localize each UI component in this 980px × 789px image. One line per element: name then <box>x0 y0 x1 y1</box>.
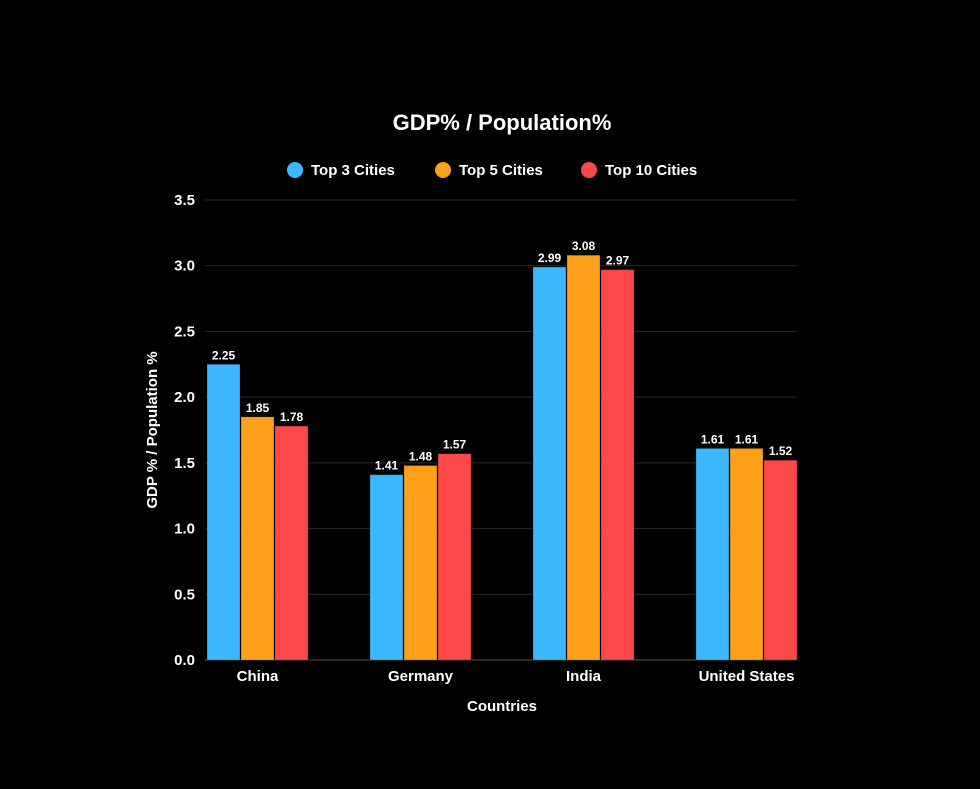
y-axis-label: GDP % / Population % <box>144 351 161 508</box>
legend-marker <box>287 162 303 178</box>
bar <box>695 447 730 661</box>
data-label: 2.97 <box>606 254 630 268</box>
legend-marker <box>435 162 451 178</box>
legend-label: Top 3 Cities <box>311 162 395 179</box>
x-tick-label: India <box>566 668 602 685</box>
y-tick-label: 0.5 <box>174 586 195 603</box>
bar <box>729 447 764 661</box>
bar <box>532 266 567 661</box>
data-label: 1.61 <box>701 432 725 446</box>
y-tick-label: 2.5 <box>174 323 195 340</box>
bar <box>274 425 309 661</box>
bar <box>206 363 241 661</box>
bar <box>403 464 438 661</box>
bar <box>600 269 635 661</box>
data-label: 3.08 <box>572 239 596 253</box>
y-tick-label: 3.5 <box>174 192 195 209</box>
chart-title: GDP% / Population% <box>393 110 612 135</box>
y-tick-label: 1.5 <box>174 455 195 472</box>
bar <box>369 474 404 661</box>
y-tick-labels: 0.0 0.5 1.0 1.5 2.0 2.5 3.0 3.5 <box>174 192 195 669</box>
y-tick-label: 3.0 <box>174 258 195 275</box>
bar <box>763 459 798 661</box>
data-label: 1.41 <box>375 459 399 473</box>
x-axis-label: Countries <box>467 698 537 715</box>
x-tick-labels: China Germany India United States <box>237 668 795 685</box>
legend-marker <box>581 162 597 178</box>
x-tick-label: China <box>237 668 279 685</box>
data-label: 1.78 <box>280 410 304 424</box>
legend-label: Top 10 Cities <box>605 162 697 179</box>
data-label: 1.52 <box>769 444 793 458</box>
bar <box>437 453 472 661</box>
data-label: 1.85 <box>246 401 270 415</box>
y-tick-label: 2.0 <box>174 389 195 406</box>
data-label: 2.25 <box>212 348 236 362</box>
y-tick-label: 1.0 <box>174 521 195 538</box>
y-tick-label: 0.0 <box>174 652 195 669</box>
legend: Top 3 Cities Top 5 Cities Top 10 Cities <box>287 162 697 179</box>
x-tick-label: United States <box>699 668 795 685</box>
bar <box>240 416 275 661</box>
data-label: 1.48 <box>409 449 433 463</box>
bar <box>566 254 601 661</box>
data-label: 2.99 <box>538 251 562 265</box>
legend-label: Top 5 Cities <box>459 162 543 179</box>
data-label: 1.61 <box>735 432 759 446</box>
bars: 2.25 1.85 1.78 1.41 1.48 1.57 2.99 3.08 2.97 1.61… <box>206 239 798 661</box>
x-tick-label: Germany <box>388 668 454 685</box>
data-label: 1.57 <box>443 438 467 452</box>
